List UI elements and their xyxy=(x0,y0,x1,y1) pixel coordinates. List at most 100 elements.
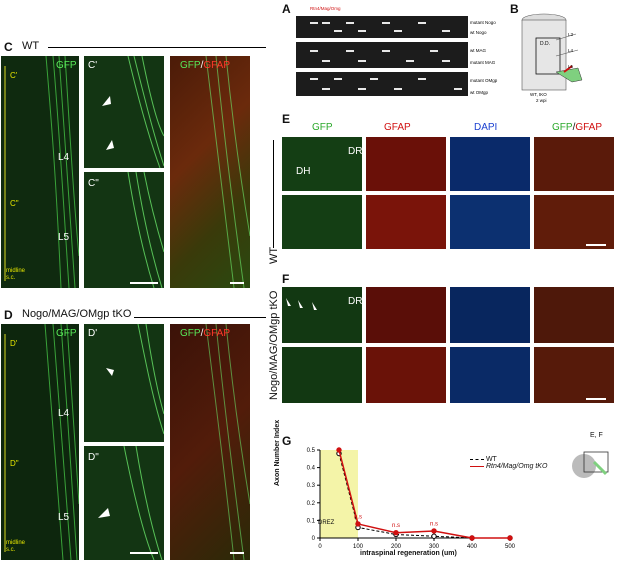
data-point xyxy=(393,530,399,536)
scale-bar xyxy=(586,244,606,246)
legend-item-wt: WT xyxy=(470,456,547,463)
data-point xyxy=(431,528,437,534)
axon-number-chart: 0 100 200 300 400 500 0 0.1 0.2 0.3 0.4 0.5 n.s n.s n… xyxy=(307,447,516,550)
panel-d-l4: L4 xyxy=(58,408,70,419)
schematic-caption: WT, tKO xyxy=(530,92,547,97)
schematic-caption2: 2 wpi xyxy=(536,98,547,103)
panel-d-l5: L5 xyxy=(58,512,70,523)
panel-e-dh: DH xyxy=(296,166,311,177)
e-merge-2 xyxy=(534,195,614,249)
panel-c-midline: midline xyxy=(6,268,26,274)
data-point xyxy=(507,535,513,541)
gel-row-label: wt MAG xyxy=(470,48,487,53)
panel-c-sub2-label: C" xyxy=(10,199,19,208)
gel-row-label: wt OMgp xyxy=(470,90,489,95)
y-tick-label: 0.3 xyxy=(307,483,316,489)
panel-f-side-label: Nogo/MAG/OMgp tKO xyxy=(268,290,280,400)
scale-bar xyxy=(130,552,158,554)
ns-annotation: n.s xyxy=(392,523,400,529)
panel-c-sub1-image xyxy=(84,56,164,168)
gel-omgp xyxy=(296,72,468,96)
gel-row-label: wt Nogo xyxy=(470,30,487,35)
arrowhead-icon xyxy=(312,302,317,310)
y-tick-label: 0.1 xyxy=(307,518,316,524)
y-tick-label: 0.2 xyxy=(307,501,316,507)
gel-bands xyxy=(310,22,462,90)
panel-c-underline xyxy=(48,47,266,48)
arrowhead-icon xyxy=(286,298,291,306)
e-merge-1 xyxy=(534,137,614,191)
f-gfap-1 xyxy=(366,287,446,343)
panel-c-l4: L4 xyxy=(58,152,70,163)
arrowheads xyxy=(286,298,317,310)
panel-label-f: F xyxy=(282,272,290,286)
arrow-icon xyxy=(106,140,114,150)
arrow-icon xyxy=(106,368,114,376)
y-tick-label: 0 xyxy=(312,536,316,542)
schematic-l4: L4 xyxy=(568,48,574,53)
panel-label-a: A xyxy=(282,2,291,16)
gel-lane-header: Rtn4/Mag/Omg xyxy=(310,6,341,11)
panel-e-side-line xyxy=(273,140,274,248)
panel-c-sc: s.c. xyxy=(6,275,16,281)
f-dapi-2 xyxy=(450,347,530,403)
e-gfap-1 xyxy=(366,137,446,191)
x-tick-label: 0 xyxy=(318,544,322,550)
data-point xyxy=(431,533,437,539)
x-tick-label: 200 xyxy=(391,544,402,550)
scale-bar xyxy=(586,398,606,400)
panel-c-merge-label: GFP/GFAP xyxy=(180,60,231,71)
panel-f-dr: DR xyxy=(348,296,363,307)
panel-e-side-label: WT xyxy=(268,246,280,264)
panel-c-sub1-label: C' xyxy=(10,71,18,80)
schematic-l3: L3 xyxy=(568,32,574,37)
panel-e-col-dapi: DAPI xyxy=(474,122,498,133)
panel-c-title: WT xyxy=(22,40,40,52)
g-inset-schematic xyxy=(572,451,609,478)
chart-ylabel: Axon Number Index xyxy=(274,419,281,486)
data-point xyxy=(336,447,342,453)
ns-annotation: n.s xyxy=(430,521,438,527)
panel-d-overview-image xyxy=(1,324,79,560)
schematic-drg: D.D. xyxy=(540,41,550,47)
g-inset-label: E, F xyxy=(590,432,603,439)
data-point xyxy=(355,521,361,527)
spinal-cord-schematic xyxy=(521,13,583,91)
gel-row-label: mutant OMgp xyxy=(470,78,498,83)
panel-d-midline: midline xyxy=(6,540,26,546)
chart-legend: WT Rtn4/Mag/Omg tKO xyxy=(470,456,547,470)
panel-d-sub1-label: D' xyxy=(10,339,18,348)
panel-c-gfp-label: GFP xyxy=(56,60,77,71)
panel-e-dr: DR xyxy=(348,146,363,157)
gel-mag xyxy=(296,42,468,68)
x-tick-label: 300 xyxy=(429,544,440,550)
panel-c-sub1-title: C' xyxy=(88,60,98,71)
scale-bar xyxy=(230,552,244,554)
f-gfap-2 xyxy=(366,347,446,403)
panel-c-sub2-image xyxy=(84,172,164,288)
f-merge-1 xyxy=(534,287,614,343)
x-tick-label: 500 xyxy=(505,544,516,550)
chart-xlabel: intraspinal regeneration (um) xyxy=(360,550,457,557)
panel-label-c: C xyxy=(4,40,13,54)
e-dapi-2 xyxy=(450,195,530,249)
gel-row-label: mutant Nogo xyxy=(470,20,496,25)
drez-shade xyxy=(320,450,358,538)
chart-drez-label: DREZ xyxy=(318,520,335,526)
gel-nogo xyxy=(296,16,468,38)
f-gfp-2 xyxy=(282,347,362,403)
panel-label-d: D xyxy=(4,308,13,322)
gel-row-label: mutant MAG xyxy=(470,60,496,65)
e-gfp-2 xyxy=(282,195,362,249)
panel-d-merge-label: GFP/GFAP xyxy=(180,328,231,339)
arrowhead-icon xyxy=(298,300,303,308)
panel-c-sub2-title: C" xyxy=(88,178,99,189)
scale-bar xyxy=(130,282,158,284)
panel-e-col-merge: GFP/GFAP xyxy=(552,122,603,133)
panel-d-title: Nogo/MAG/OMgp tKO xyxy=(22,308,132,320)
ns-annotation: n.s xyxy=(354,514,362,520)
panel-d-sub2-title: D" xyxy=(88,452,99,463)
panel-d-sub1-image xyxy=(84,324,164,442)
panel-d-merge-image xyxy=(170,324,250,560)
scale-bar xyxy=(230,282,244,284)
